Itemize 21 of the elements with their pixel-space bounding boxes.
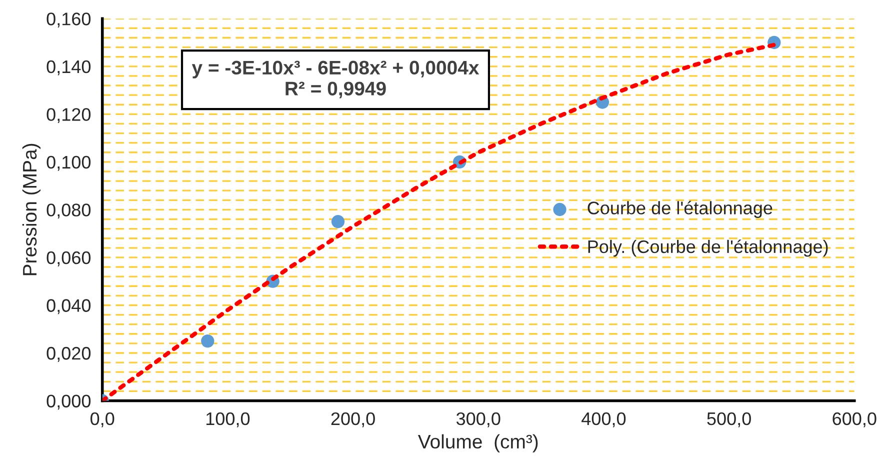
y-tick-label: 0,160 (46, 12, 91, 28)
x-tick-label: 500,0 (707, 412, 751, 428)
x-tick-label: 0,0 (90, 412, 114, 428)
x-tick-label: 600,0 (832, 412, 876, 428)
y-tick-label: 0,020 (46, 346, 91, 362)
point (331, 215, 345, 228)
x-tick-label: 400,0 (582, 412, 626, 428)
x-tick-label: 300,0 (456, 412, 500, 428)
x-tick-label: 200,0 (331, 412, 375, 428)
y-tick-label: 0,140 (46, 60, 91, 76)
y-tick-label: 0,080 (46, 204, 91, 219)
x-tick-label: 100,0 (206, 412, 250, 428)
y-tick-label: 0,120 (46, 108, 91, 124)
y-tick-label: 0,040 (46, 299, 91, 314)
y-tick-label: 0,100 (46, 156, 91, 171)
x-axis-title: Volume (cm³) (418, 434, 538, 452)
y-tick-label: 0,060 (46, 251, 91, 266)
y-tick-label: 0,000 (46, 394, 91, 410)
point (201, 334, 214, 348)
annotation: y = -3E-10x³ - 6E-08x² + 0,0004x R² = 0,9949 (192, 60, 480, 98)
y-axis-title: Pression (MPa) (22, 144, 40, 276)
